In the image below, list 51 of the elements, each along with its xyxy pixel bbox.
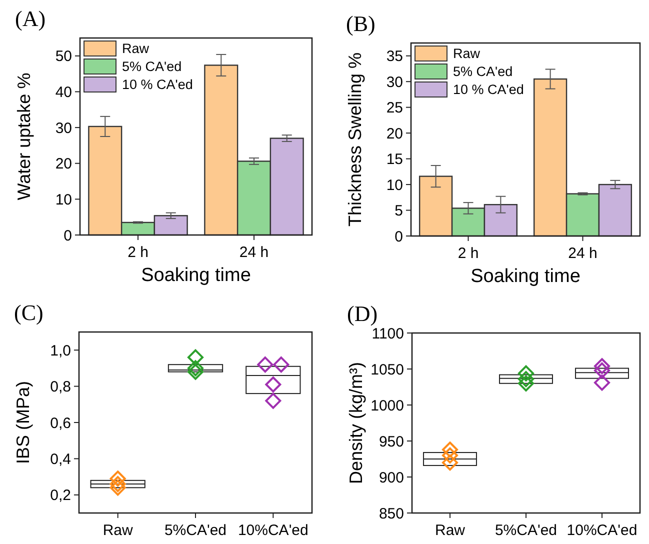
y-tick-label: 0,8	[50, 378, 71, 396]
y-tick-label: 5	[394, 202, 403, 220]
y-tick-label: 50	[55, 48, 72, 66]
legend-label: Raw	[453, 46, 480, 61]
chart-title: (A)	[15, 6, 46, 31]
y-tick-label: 35	[386, 48, 403, 66]
y-tick-label: 25	[386, 100, 403, 117]
x-tick-label: 10%CA'ed	[238, 522, 308, 539]
x-tick-label: 10%CA'ed	[566, 522, 638, 539]
y-tick-label: 0,2	[50, 487, 71, 504]
y-tick-label: 900	[378, 469, 404, 486]
x-tick-label: Raw	[434, 522, 466, 539]
x-axis-title: Soaking time	[470, 266, 580, 287]
y-tick-label: 850	[378, 505, 404, 522]
y-axis-title: Thickness Swelling %	[345, 52, 365, 227]
y-tick-label: 0,4	[50, 450, 71, 468]
y-tick-label: 0	[394, 228, 403, 246]
y-tick-label: 1,0	[50, 342, 71, 360]
y-axis-title: Density (kg/m³)	[346, 362, 366, 484]
y-tick-label: 1050	[370, 361, 404, 378]
x-tick-label: 5%CA'ed	[164, 522, 227, 539]
chart-title: (B)	[346, 11, 376, 36]
legend-label: 10 % CA'ed	[122, 77, 193, 92]
y-tick-label: 30	[386, 74, 403, 91]
chart-title: (C)	[14, 300, 44, 325]
x-axis-title: Soaking time	[141, 265, 251, 286]
legend-label: 5% CA'ed	[453, 64, 513, 79]
chart-title: (D)	[347, 301, 378, 326]
legend-label: Raw	[122, 41, 150, 56]
y-tick-label: 10	[55, 191, 72, 208]
x-tick-label: 2 h	[128, 244, 148, 261]
y-tick-label: 0,6	[50, 414, 71, 432]
x-tick-label: 2 h	[458, 245, 479, 262]
y-tick-label: 30	[55, 120, 72, 137]
y-axis-title: Water uptake %	[14, 72, 34, 200]
y-tick-label: 15	[386, 151, 403, 168]
x-tick-label: Raw	[102, 522, 133, 539]
y-tick-label: 0	[64, 227, 72, 244]
x-tick-label: 24 h	[568, 245, 598, 262]
y-tick-label: 950	[378, 433, 404, 450]
x-tick-label: 24 h	[239, 244, 269, 261]
legend-label: 5% CA'ed	[122, 59, 182, 74]
y-tick-label: 1100	[372, 325, 404, 342]
y-tick-label: 40	[55, 84, 72, 101]
x-tick-label: 5%CA'ed	[494, 522, 558, 539]
y-tick-label: 20	[55, 156, 72, 173]
y-tick-label: 1000	[370, 397, 404, 414]
y-axis-title: IBS (MPa)	[13, 380, 33, 464]
legend-label: 10 % CA'ed	[453, 82, 524, 97]
y-tick-label: 10	[386, 176, 403, 194]
y-tick-label: 20	[386, 125, 403, 142]
